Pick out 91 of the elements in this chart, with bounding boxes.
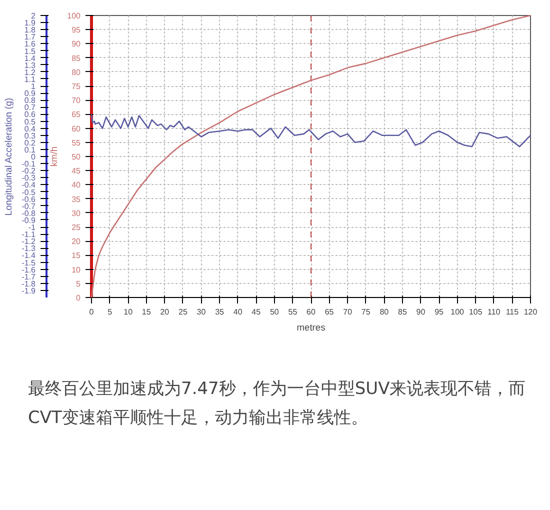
x-tick-label: 45	[252, 308, 262, 316]
x-tick-label: 0	[89, 308, 94, 316]
y-tick-label: 50	[72, 152, 82, 162]
x-tick-label: 115	[506, 308, 520, 316]
y2-tick-label: 1.3	[24, 60, 36, 70]
x-tick-label: 15	[142, 308, 152, 316]
x-tick-label: 75	[361, 308, 371, 316]
y-tick-label: 55	[72, 138, 82, 148]
x-tick-label: 20	[160, 308, 170, 316]
y2-tick-label: -0.6	[22, 194, 36, 204]
y2-axis-title: Longitudinal Acceleration (g)	[4, 98, 14, 216]
y2-tick-label: 1.7	[24, 32, 36, 42]
y-tick-label: 60	[72, 124, 82, 134]
y-tick-label: 5	[76, 279, 82, 288]
x-tick-label: 30	[196, 308, 206, 316]
x-tick-label: 10	[124, 308, 134, 316]
y-tick-label: 100	[67, 12, 82, 20]
y-tick-label: 70	[72, 96, 82, 106]
x-tick-label: 40	[233, 308, 243, 316]
y-tick-label: 15	[72, 251, 82, 260]
y2-tick-label: -1.3	[22, 244, 36, 254]
y2-tick-label: -1.6	[22, 265, 36, 274]
y2-tick-label: -0.8	[22, 208, 36, 218]
y2-tick-label: -1.9	[22, 286, 36, 296]
x-tick-label: 55	[288, 308, 298, 316]
y2-tick-label: -1.5	[22, 258, 36, 268]
y-tick-label: 35	[72, 194, 82, 204]
y2-tick-label: -1.2	[22, 237, 36, 246]
y2-tick-label: -0.2	[22, 166, 36, 176]
y2-tick-label: 1	[31, 82, 36, 91]
y-tick-label: 30	[72, 208, 82, 218]
x-tick-label: 90	[416, 308, 426, 316]
y2-tick-label: 0.9	[24, 89, 36, 98]
y-tick-label: 85	[72, 54, 82, 63]
y2-tick-label: 1.1	[24, 74, 36, 84]
x-tick-label: 100	[450, 308, 465, 316]
y2-tick-label: 2	[31, 12, 36, 20]
y2-tick-label: 0.3	[24, 131, 36, 140]
y2-tick-label: 0.6	[24, 110, 36, 120]
y-tick-label: 95	[72, 26, 82, 35]
y-axis-title: km/h	[49, 146, 60, 167]
y2-tick-label: 1.2	[24, 68, 36, 77]
y2-tick-label: -1.8	[22, 279, 36, 288]
x-tick-label: 35	[215, 308, 225, 316]
y2-tick-label: 0.5	[24, 117, 36, 126]
y-tick-label: 0	[76, 294, 82, 302]
y-tick-label: 25	[72, 223, 82, 232]
y2-tick-label: 0.4	[24, 124, 36, 134]
y2-tick-label: -1.1	[22, 230, 36, 240]
x-tick-label: 85	[398, 308, 408, 316]
y2-tick-label: -0.5	[22, 188, 36, 197]
x-tick-label: 95	[434, 308, 444, 316]
y2-tick-label: -0.4	[22, 180, 36, 190]
y-tick-label: 75	[72, 82, 82, 91]
y2-tick-label: -1	[28, 223, 36, 232]
y2-tick-label: 0	[31, 152, 36, 162]
x-tick-label: 65	[324, 308, 334, 316]
x-axis-title: metres	[296, 322, 326, 332]
x-tick-label: 105	[468, 308, 483, 316]
y2-tick-label: -0.9	[22, 216, 36, 225]
y2-tick-label: 1.5	[24, 46, 36, 56]
y2-tick-label: -0.7	[22, 202, 36, 211]
y-tick-label: 65	[72, 110, 82, 120]
y2-tick-label: 0.7	[24, 103, 36, 112]
y2-tick-label: -0.1	[22, 160, 36, 169]
y2-tick-label: 1.4	[24, 54, 36, 63]
y-tick-label: 10	[72, 265, 82, 274]
x-tick-label: 80	[380, 308, 390, 316]
y-tick-label: 45	[72, 166, 82, 176]
x-tick-label: 25	[178, 308, 188, 316]
y2-tick-label: 1.9	[24, 18, 36, 28]
x-tick-label: 70	[343, 308, 353, 316]
text: 最终百公里加速成为7.47秒，作为一台中型SUV来说表现不错，而CVT变速箱平顺性十足，动力输出非常线性。	[28, 378, 527, 430]
line-series	[90, 114, 532, 148]
y2-tick-label: 0.2	[24, 138, 36, 148]
y-tick-label: 40	[72, 180, 82, 190]
y2-tick-label: 1.6	[24, 40, 36, 49]
x-tick-label: 50	[270, 308, 280, 316]
y-tick-label: 90	[72, 40, 82, 49]
y2-tick-label: 0.1	[24, 145, 36, 154]
x-tick-label: 120	[524, 308, 538, 316]
y2-tick-label: -0.3	[22, 174, 36, 183]
y2-tick-label: 1.8	[24, 26, 36, 35]
x-tick-label: 110	[488, 308, 501, 316]
x-tick-label: 60	[306, 308, 316, 316]
x-tick-label: 5	[108, 308, 113, 316]
y2-tick-label: -1.4	[22, 251, 36, 260]
y2-tick-label: -1.7	[22, 272, 36, 282]
y-tick-label: 80	[72, 68, 82, 77]
y-tick-label: 20	[72, 237, 82, 246]
y2-tick-label: 0.8	[24, 96, 36, 106]
